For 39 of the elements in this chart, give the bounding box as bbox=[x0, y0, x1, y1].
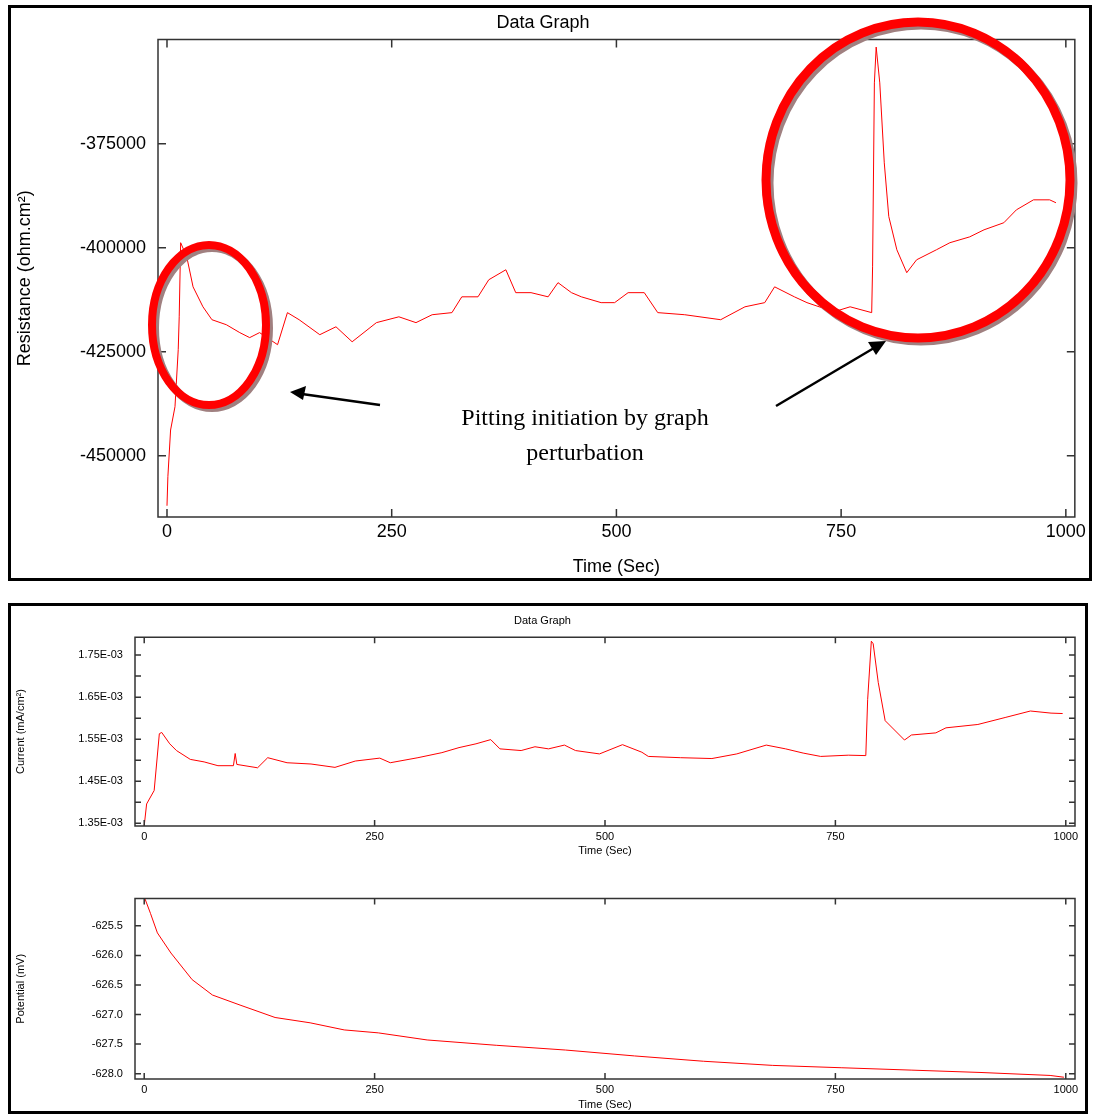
y-tick-label: -627.5 bbox=[91, 1037, 123, 1050]
x-tick-label: 0 bbox=[141, 829, 148, 842]
y-tick-label: -425000 bbox=[79, 340, 146, 361]
chart-title: Data Graph bbox=[514, 613, 571, 626]
y-tick-label: -628.0 bbox=[91, 1066, 123, 1079]
y-tick-label: -626.5 bbox=[91, 977, 123, 990]
x-tick-label: 250 bbox=[365, 1082, 384, 1095]
x-tick-label: 1000 bbox=[1053, 1082, 1079, 1095]
x-tick-label: 500 bbox=[601, 520, 632, 541]
y-axis-title: Potential (mV) bbox=[13, 953, 26, 1024]
x-axis-title: Time (Sec) bbox=[578, 1098, 632, 1111]
x-tick-label: 250 bbox=[365, 829, 384, 842]
y-axis-title: Current (mA/cm²) bbox=[13, 689, 26, 775]
x-tick-label: 0 bbox=[141, 1082, 148, 1095]
y-tick-label: 1.55E-03 bbox=[78, 732, 123, 745]
y-tick-label: 1.75E-03 bbox=[78, 648, 123, 661]
x-tick-label: 0 bbox=[161, 520, 172, 541]
x-tick-label: 1000 bbox=[1053, 829, 1079, 842]
y-tick-label: 1.45E-03 bbox=[78, 774, 123, 787]
y-tick-label: -375000 bbox=[79, 132, 146, 153]
x-tick-label: 750 bbox=[826, 520, 857, 541]
y-tick-label: 1.65E-03 bbox=[78, 690, 123, 703]
y-axis-title: Resistance (ohm.cm²) bbox=[13, 190, 34, 367]
x-tick-label: 750 bbox=[826, 829, 845, 842]
x-tick-label: 1000 bbox=[1045, 520, 1086, 541]
y-tick-label: -626.0 bbox=[91, 948, 123, 961]
y-tick-label: -625.5 bbox=[91, 918, 123, 931]
annotation: Pitting initiation by graph perturbation bbox=[460, 403, 710, 467]
x-tick-label: 750 bbox=[826, 1082, 845, 1095]
y-tick-label: 1.35E-03 bbox=[78, 816, 123, 829]
x-tick-label: 250 bbox=[376, 520, 407, 541]
chart-title: Data Graph bbox=[496, 11, 590, 32]
x-tick-label: 500 bbox=[595, 829, 615, 842]
x-axis-title: Time (Sec) bbox=[578, 844, 632, 857]
y-tick-label: -400000 bbox=[79, 236, 146, 257]
y-tick-label: -450000 bbox=[79, 444, 146, 465]
y-tick-label: -627.0 bbox=[91, 1007, 123, 1020]
x-axis-title: Time (Sec) bbox=[572, 556, 661, 577]
x-tick-label: 500 bbox=[595, 1082, 615, 1095]
